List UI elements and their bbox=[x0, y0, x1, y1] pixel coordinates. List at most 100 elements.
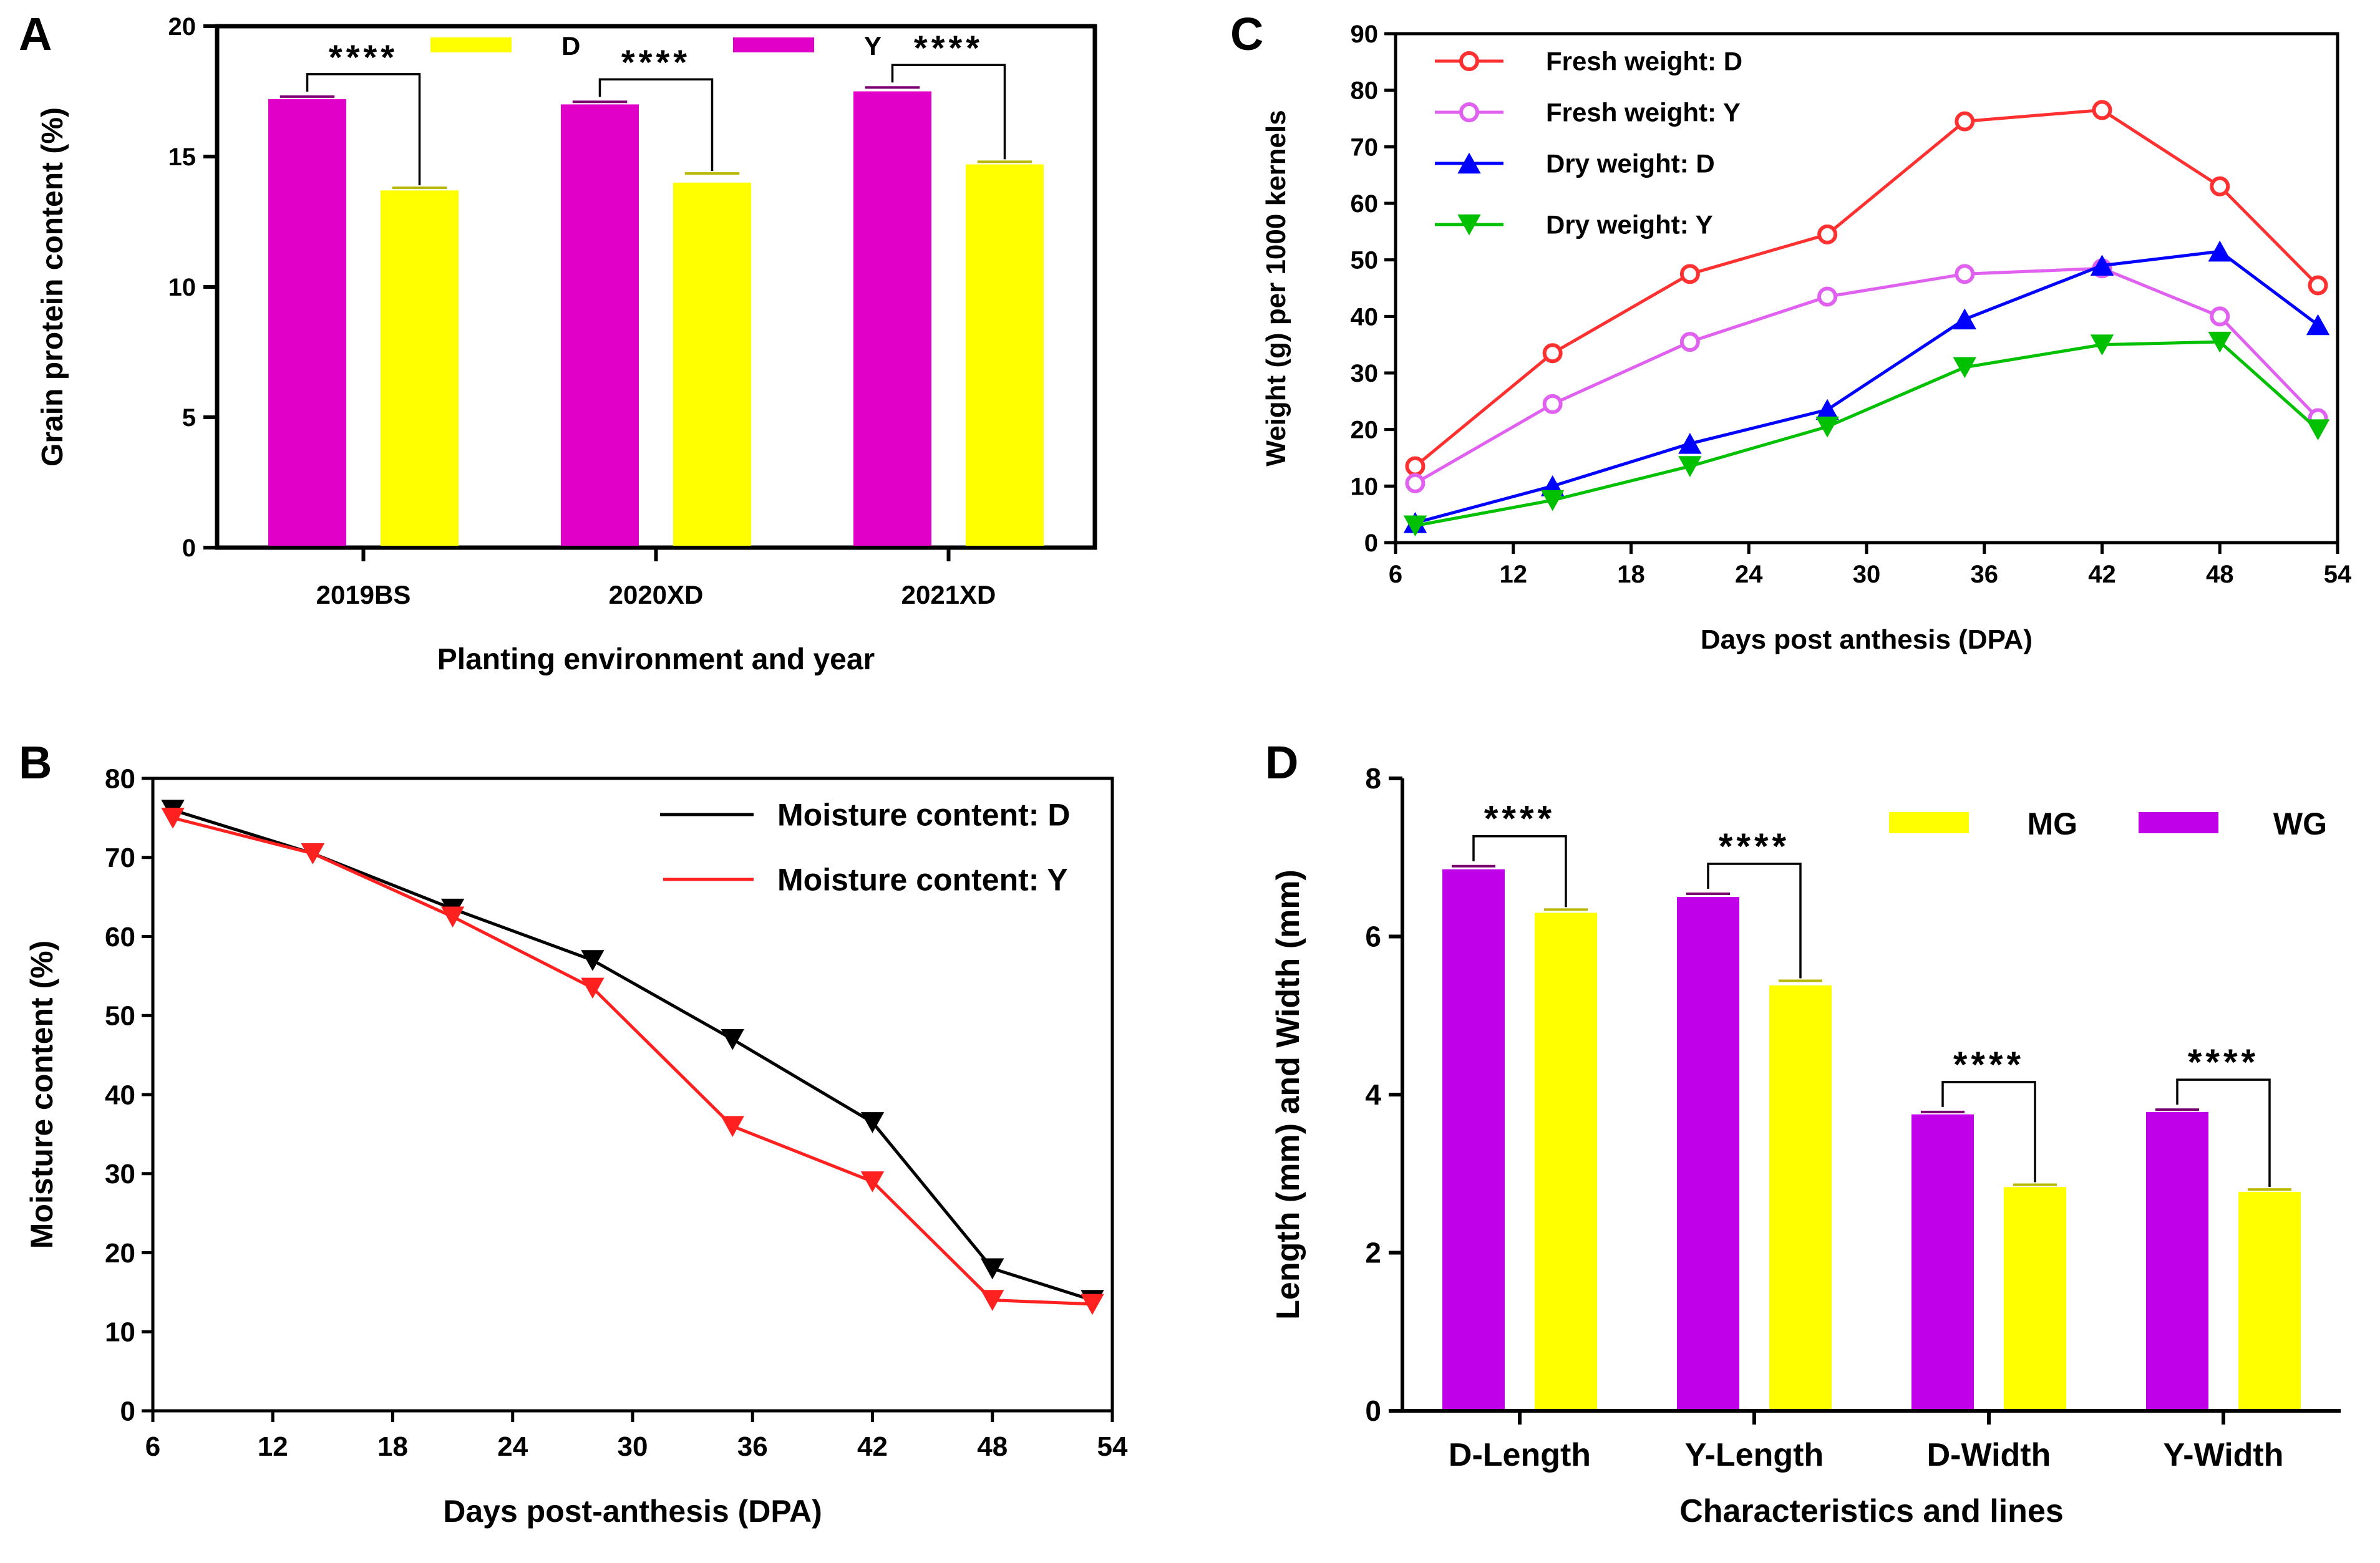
panel-b-legend-label: Moisture content: D bbox=[777, 798, 1070, 833]
panel-c-y-tick-label: 30 bbox=[1351, 360, 1379, 387]
panel-c-data-point bbox=[2092, 100, 2112, 120]
panel-b-data-point bbox=[721, 1028, 744, 1050]
panel-b-series-line bbox=[172, 816, 1093, 1306]
panel-a-significance-label: **** bbox=[329, 37, 398, 77]
panel-c-frame bbox=[1394, 32, 2339, 544]
panel-label-b: B bbox=[19, 737, 52, 788]
panel-d-y-tick-label: 8 bbox=[1365, 762, 1381, 795]
panel-d-significance-bracket bbox=[1941, 1081, 2036, 1183]
panel-b-x-tick-label: 48 bbox=[977, 1431, 1008, 1462]
panel-c-x-tick-label: 6 bbox=[1389, 561, 1402, 588]
panel-b-data-point bbox=[860, 1171, 885, 1193]
panel-d-bar bbox=[2238, 1191, 2301, 1409]
panel-d-x-tick-label: Y-Width bbox=[2163, 1437, 2283, 1473]
panel-c-data-point bbox=[1817, 224, 1838, 244]
panel-c-legend-marker bbox=[1459, 51, 1479, 71]
panel-c-data-point bbox=[1542, 343, 1563, 364]
panel-d-significance-label: **** bbox=[2188, 1042, 2259, 1083]
panel-label-a: A bbox=[19, 8, 52, 60]
panel-a-y-tick-label: 20 bbox=[168, 13, 197, 41]
panel-a-legend-swatch bbox=[733, 37, 814, 52]
panel-a-bar bbox=[673, 182, 751, 546]
panel-b-y-tick-label: 40 bbox=[105, 1080, 135, 1110]
panel-a-bar bbox=[561, 104, 639, 546]
panel-c-y-tick-label: 10 bbox=[1351, 473, 1379, 500]
panel-a-significance-bracket bbox=[891, 64, 1006, 160]
panel-c-y-tick-label: 70 bbox=[1351, 133, 1379, 161]
panel-d-bar bbox=[1442, 869, 1505, 1409]
panel-a-x-tick-label: 2019BS bbox=[316, 580, 411, 609]
panel-b-data-point bbox=[981, 1258, 1004, 1280]
panel-c-data-point bbox=[1405, 473, 1426, 493]
panel-b-x-tick-label: 18 bbox=[377, 1431, 408, 1462]
panel-d-bar bbox=[1677, 897, 1739, 1409]
panel-c-x-tick-label: 54 bbox=[2324, 561, 2352, 588]
panel-a-y-tick-label: 5 bbox=[182, 404, 196, 432]
panel-d-bar bbox=[1911, 1114, 1974, 1409]
panel-c-y-tick-label: 50 bbox=[1351, 247, 1379, 274]
panel-d-significance-label: **** bbox=[1719, 826, 1790, 867]
panel-c-y-tick-label: 20 bbox=[1351, 417, 1379, 444]
panel-a-chart: 0 5 10 15 20 2019BS **** 2020XD **** 2021XD **** Pl… bbox=[36, 13, 1097, 676]
panel-c-data-point bbox=[1678, 432, 1702, 454]
panel-c-data-point bbox=[2090, 254, 2114, 276]
panel-a-significance-bracket bbox=[598, 78, 714, 172]
panel-c-series-line bbox=[1415, 340, 2319, 528]
panel-d-bar bbox=[2004, 1187, 2066, 1409]
panel-a-y-axis-title: Grain protein content (%) bbox=[36, 107, 69, 467]
panel-a-legend-swatch bbox=[430, 37, 512, 52]
panel-label-d: D bbox=[1265, 737, 1298, 788]
panel-c-chart: 0 10 20 30 40 50 60 70 80 90 6 12 18 24 30 36 42 48 54 Fres… bbox=[1261, 21, 2352, 655]
panel-b-data-point bbox=[301, 843, 325, 864]
panel-d-significance-label: **** bbox=[1484, 799, 1555, 840]
panel-c-y-tick-label: 60 bbox=[1351, 190, 1379, 218]
panel-c-data-point bbox=[1540, 490, 1565, 511]
panel-c-legend-marker bbox=[1457, 214, 1481, 236]
panel-b-data-point bbox=[981, 1290, 1004, 1311]
panel-a-significance-bracket bbox=[306, 73, 421, 186]
panel-b-y-tick-label: 20 bbox=[105, 1238, 135, 1269]
panel-c-series-line bbox=[1414, 249, 2319, 525]
panel-d-legend-label: MG bbox=[2027, 806, 2077, 841]
panel-c-x-tick-label: 36 bbox=[1971, 561, 1999, 588]
panel-b-y-tick-label: 70 bbox=[105, 843, 135, 873]
panel-a-y-tick-label: 0 bbox=[182, 535, 196, 562]
panel-c-x-tick-label: 42 bbox=[2088, 561, 2116, 588]
panel-a-x-axis-title: Planting environment and year bbox=[437, 643, 875, 676]
panel-a-significance-label: **** bbox=[914, 28, 983, 67]
panel-c-data-point bbox=[2306, 419, 2330, 441]
panel-a-legend-label: Y bbox=[864, 31, 882, 60]
panel-c-data-point bbox=[1405, 456, 1426, 477]
panel-c-x-tick-label: 18 bbox=[1617, 561, 1645, 588]
panel-c-x-tick-label: 48 bbox=[2206, 561, 2234, 588]
panel-d-legend-swatch bbox=[1889, 812, 1969, 833]
panel-b-data-point bbox=[860, 1112, 885, 1133]
panel-d-x-tick-label: D-Width bbox=[1927, 1437, 2051, 1473]
panel-c-data-point bbox=[2308, 275, 2328, 296]
panel-c-data-point bbox=[2210, 306, 2230, 327]
panel-c-series-line bbox=[1414, 108, 2319, 468]
panel-c-x-axis-title: Days post anthesis (DPA) bbox=[1701, 624, 2033, 655]
panel-c-legend-label: Dry weight: D bbox=[1546, 149, 1715, 178]
panel-d-y-axis-title: Length (mm) and Width (mm) bbox=[1270, 869, 1306, 1320]
panel-b-data-point bbox=[581, 950, 605, 971]
panel-c-data-point bbox=[2306, 314, 2330, 336]
panel-b-y-tick-label: 60 bbox=[105, 922, 135, 952]
panel-b-legend-label: Moisture content: Y bbox=[777, 863, 1068, 898]
panel-d-significance-bracket bbox=[1472, 835, 1567, 907]
panel-b-x-tick-label: 24 bbox=[497, 1431, 528, 1462]
panel-b-data-point bbox=[440, 906, 465, 928]
panel-c-data-point bbox=[1403, 515, 1427, 537]
panel-b-x-tick-label: 6 bbox=[145, 1431, 160, 1462]
panel-c-series-line bbox=[1414, 266, 2319, 485]
panel-c-data-point bbox=[1542, 394, 1563, 414]
panel-c-y-tick-label: 80 bbox=[1351, 77, 1379, 105]
panel-d-bar bbox=[2146, 1111, 2208, 1409]
panel-c-legend-label: Fresh weight: D bbox=[1546, 47, 1742, 76]
panel-b-x-tick-label: 54 bbox=[1097, 1431, 1128, 1462]
panel-c-data-point bbox=[1679, 332, 1700, 352]
panel-c-data-point bbox=[2090, 334, 2114, 356]
panel-d-legend-swatch bbox=[2139, 812, 2218, 833]
panel-b-x-tick-label: 36 bbox=[737, 1431, 768, 1462]
